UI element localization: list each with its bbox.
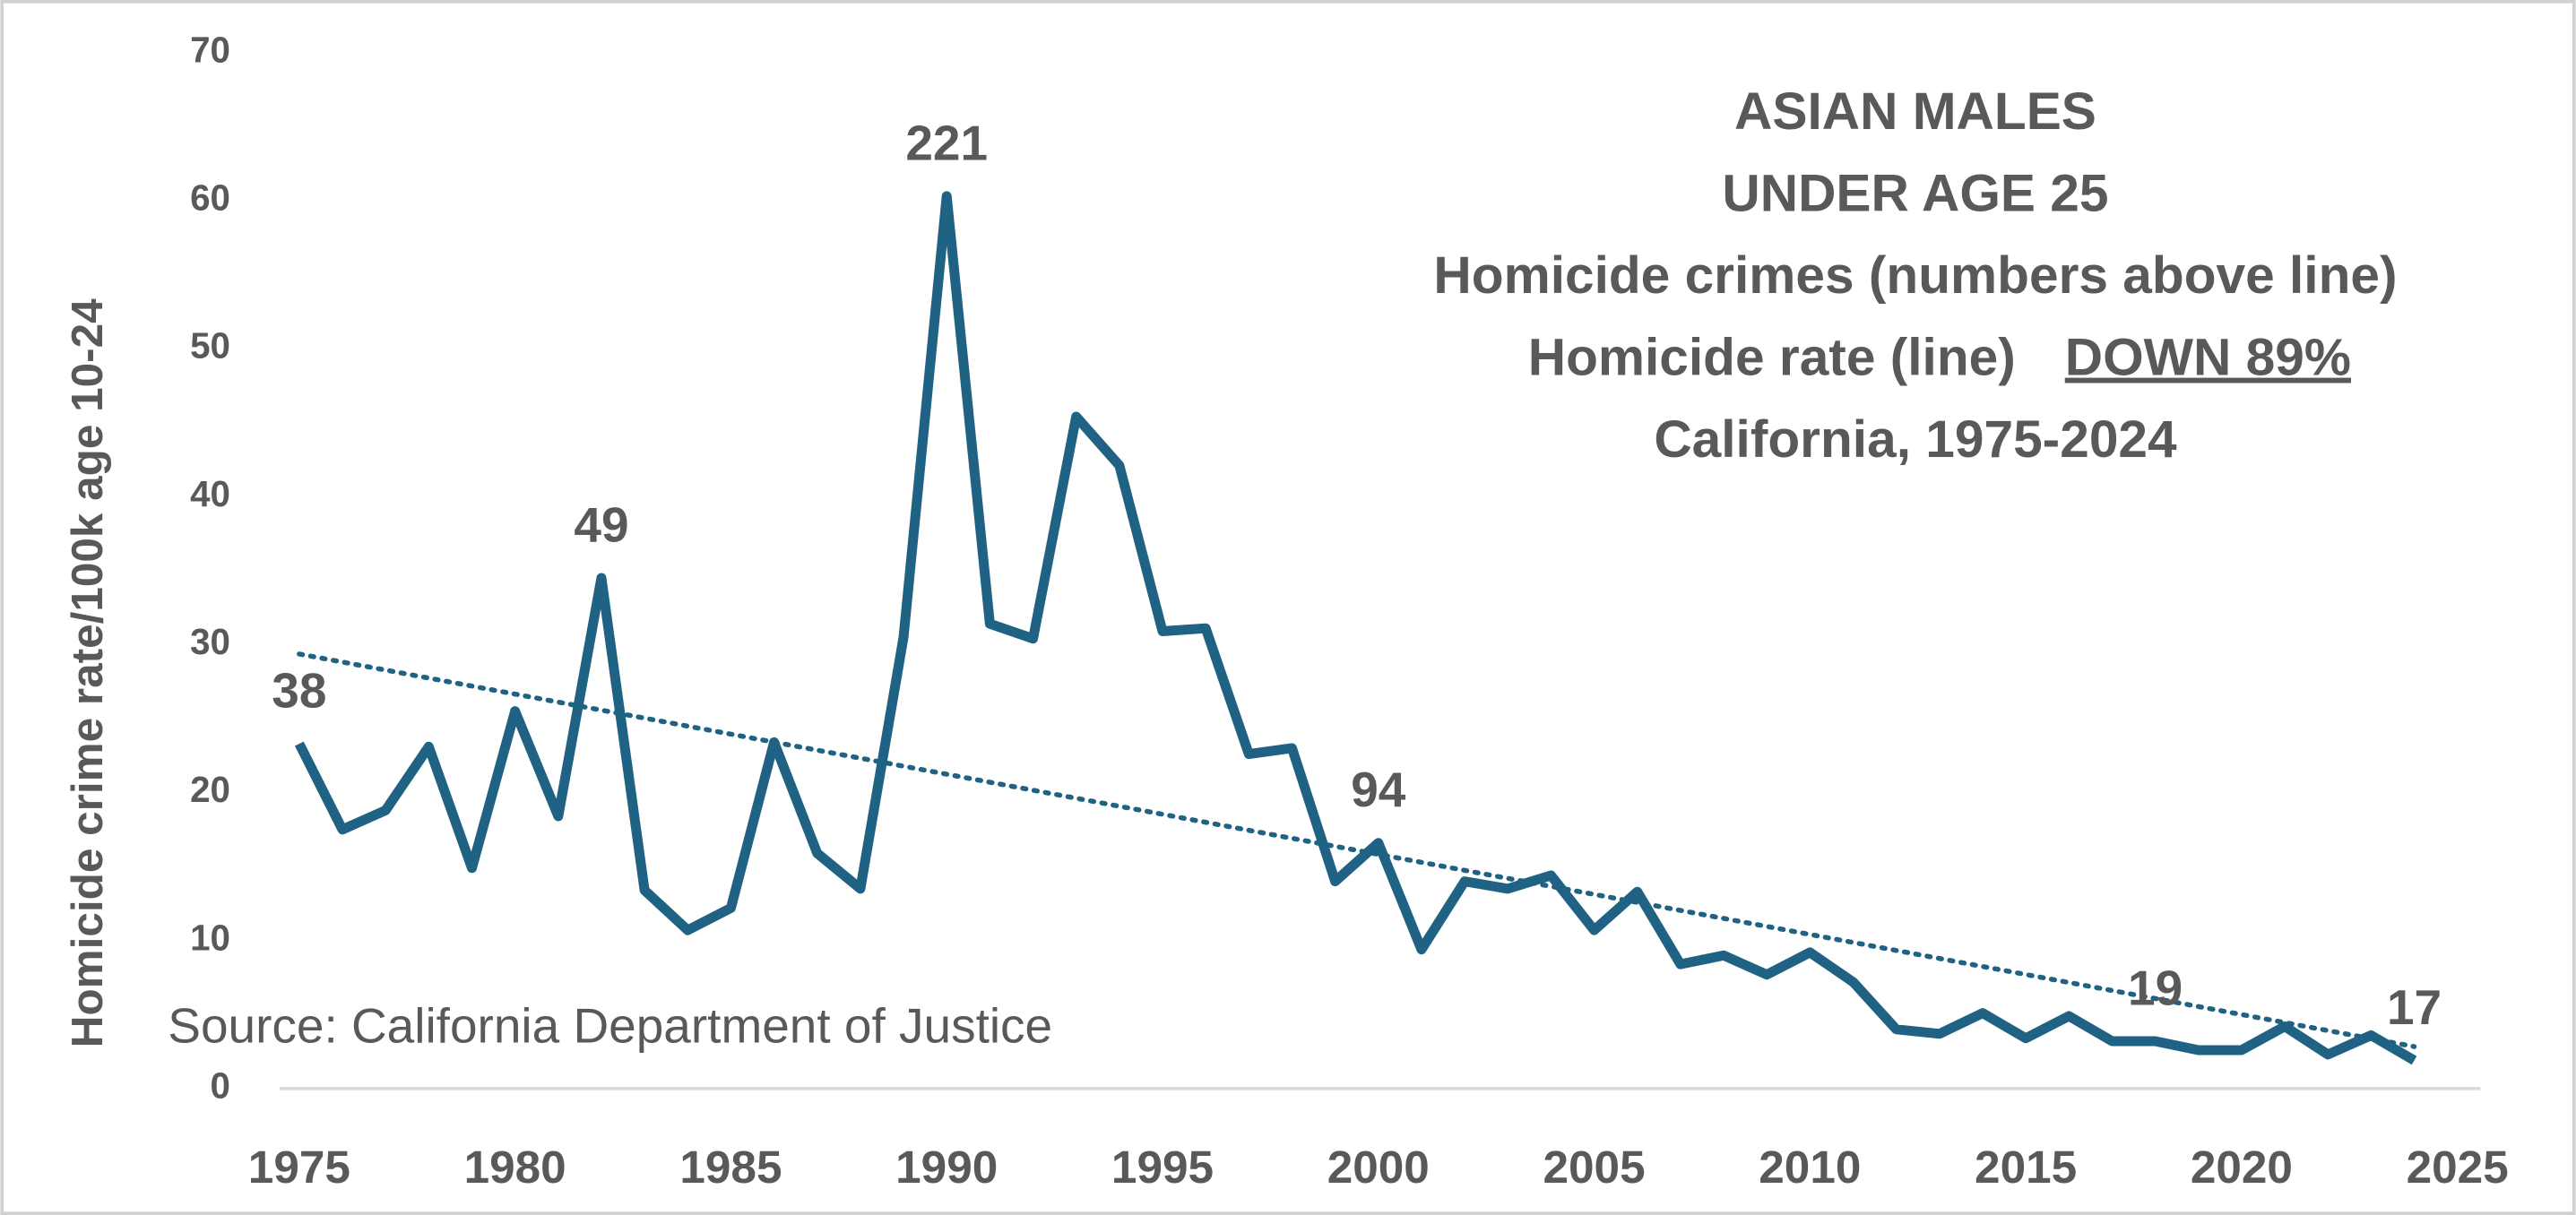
y-axis-title: Homicide crime rate/100k age 10-24 xyxy=(63,298,112,1047)
y-tick-label: 30 xyxy=(190,622,230,662)
crime-count-label: 38 xyxy=(272,663,326,719)
line-series xyxy=(294,191,2417,1065)
crime-count-label: 94 xyxy=(1351,762,1406,817)
y-tick-label: 50 xyxy=(190,326,230,366)
y-tick-label: 10 xyxy=(190,918,230,958)
x-tick-label: 1995 xyxy=(1111,1142,1214,1193)
y-tick-label: 20 xyxy=(190,770,230,810)
trendline xyxy=(297,651,2417,1049)
crime-count-label: 49 xyxy=(574,497,628,553)
x-tick-label: 2000 xyxy=(1327,1142,1430,1193)
title-line: California, 1975-2024 xyxy=(1654,410,2177,469)
x-tick-label: 2005 xyxy=(1543,1142,1646,1193)
crime-count-label: 17 xyxy=(2387,979,2442,1035)
x-tick-label: 1985 xyxy=(679,1142,782,1193)
crime-count-label: 221 xyxy=(905,115,988,170)
x-tick-label: 1990 xyxy=(895,1142,998,1193)
x-tick-label: 1975 xyxy=(248,1142,350,1193)
source-note: Source: California Department of Justice xyxy=(168,997,1052,1053)
title-line: Homicide rate (line) xyxy=(1528,329,2016,387)
crime-count-label: 19 xyxy=(2128,961,2183,1016)
title-line: ASIAN MALES xyxy=(1734,82,2096,141)
y-tick-label: 0 xyxy=(210,1066,229,1107)
x-tick-label: 2015 xyxy=(1975,1142,2077,1193)
y-tick-label: 40 xyxy=(190,474,230,514)
title-highlight: DOWN 89% xyxy=(2065,329,2351,387)
x-tick-label: 2010 xyxy=(1759,1142,1861,1193)
x-tick-label: 2020 xyxy=(2191,1142,2293,1193)
y-tick-label: 60 xyxy=(190,177,230,218)
x-tick-label: 2025 xyxy=(2407,1142,2509,1193)
y-tick-label: 70 xyxy=(190,30,230,70)
title-line: Homicide crimes (numbers above line) xyxy=(1433,246,2397,305)
title-line: UNDER AGE 25 xyxy=(1722,164,2108,222)
x-tick-label: 1980 xyxy=(464,1142,566,1193)
